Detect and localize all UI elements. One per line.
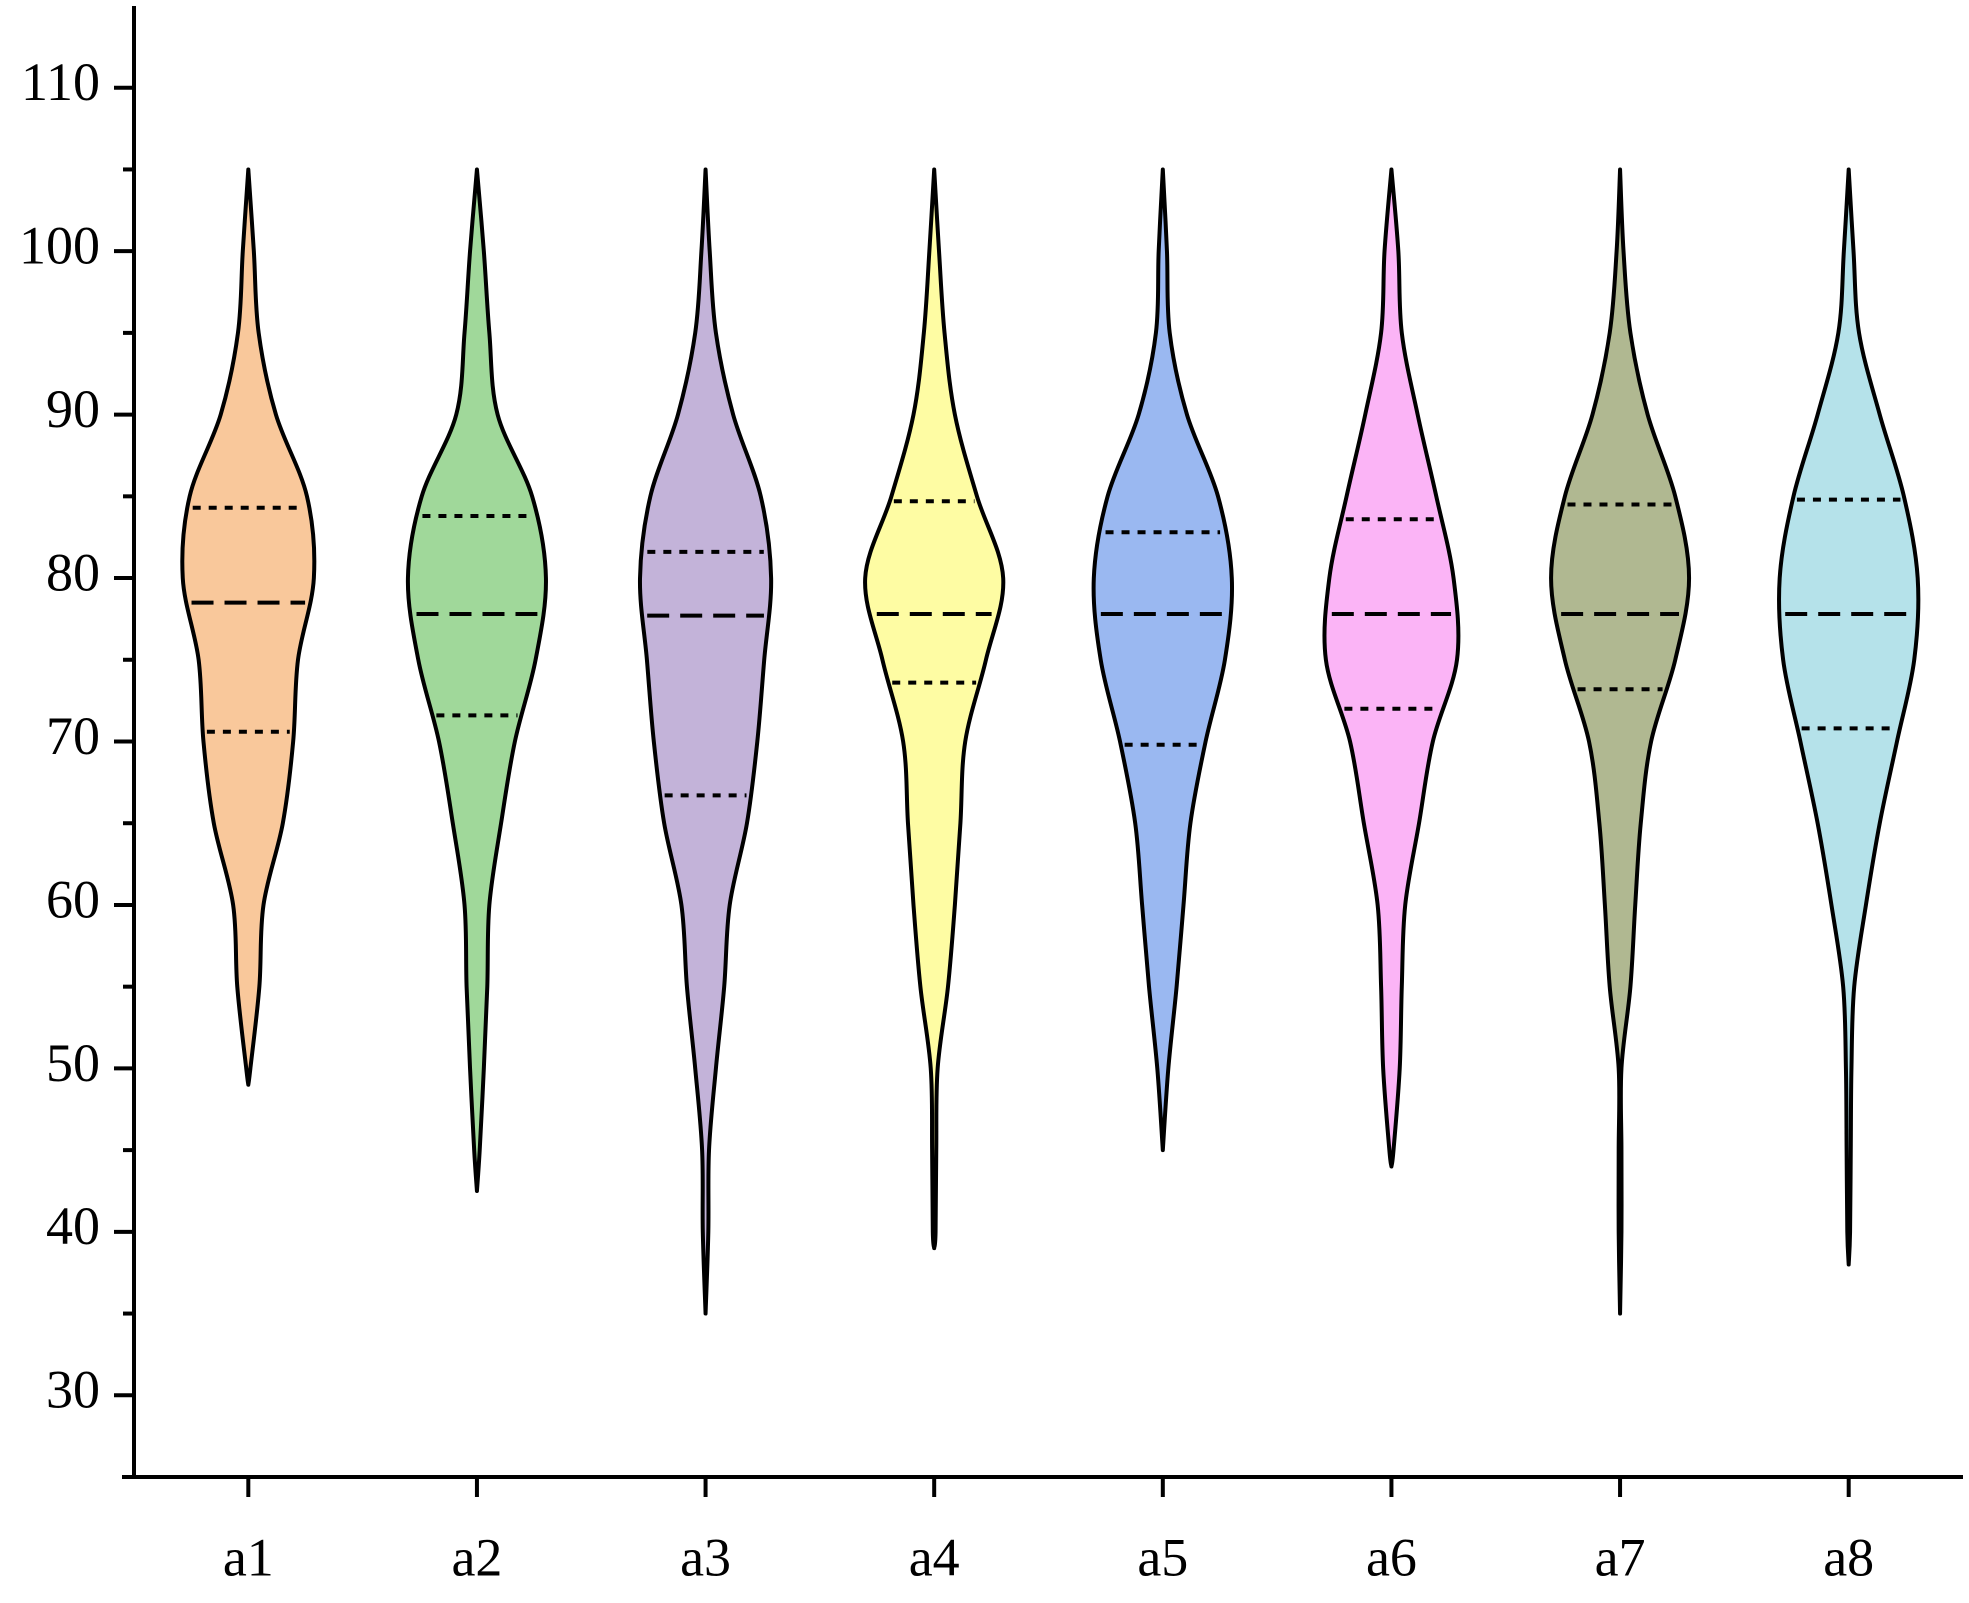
violin	[638, 167, 774, 1316]
y-tick-label: 90	[46, 379, 100, 439]
violin	[1091, 167, 1235, 1153]
x-tick-label: a8	[1823, 1527, 1874, 1587]
y-tick-label: 40	[46, 1196, 100, 1256]
violin	[1777, 167, 1921, 1267]
violin	[863, 167, 1006, 1251]
y-tick-label: 80	[46, 542, 100, 602]
x-tick-label: a3	[680, 1527, 731, 1587]
x-tick-label: a1	[223, 1527, 274, 1587]
y-tick-label: 50	[46, 1033, 100, 1093]
violin	[1549, 167, 1692, 1316]
x-tick-label: a7	[1595, 1527, 1646, 1587]
violin	[405, 167, 548, 1193]
y-tick-label: 110	[21, 52, 100, 112]
y-tick-label: 60	[46, 869, 100, 929]
violin	[1322, 167, 1461, 1169]
y-tick-label: 30	[46, 1360, 100, 1420]
y-tick-label: 100	[19, 216, 100, 276]
x-tick-label: a5	[1137, 1527, 1188, 1587]
x-tick-label: a4	[909, 1527, 960, 1587]
violin	[180, 167, 317, 1087]
y-tick-label: 70	[46, 706, 100, 766]
x-tick-label: a2	[451, 1527, 502, 1587]
x-tick-label: a6	[1366, 1527, 1417, 1587]
